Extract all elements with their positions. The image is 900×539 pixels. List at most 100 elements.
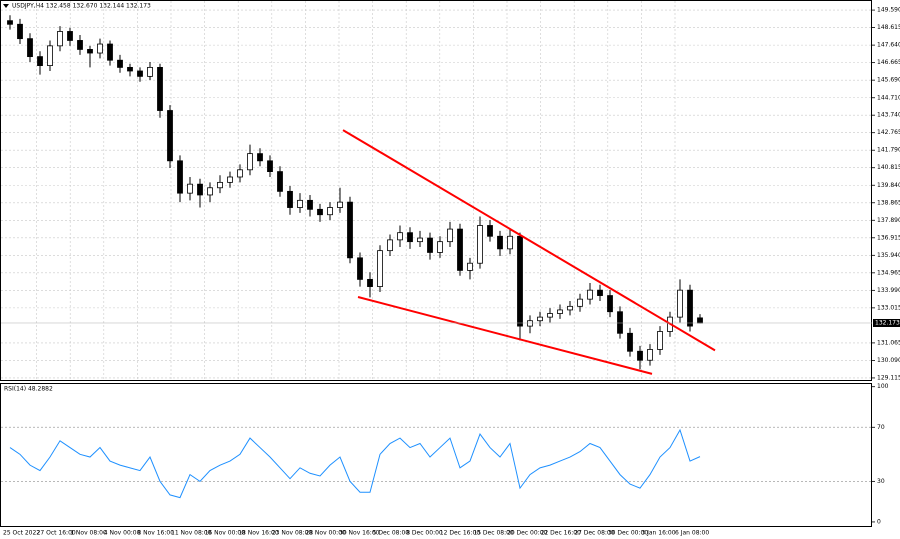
x-tick-label: 23 Nov 08:00 bbox=[272, 530, 313, 537]
x-tick-label: 20 Dec 00:00 bbox=[507, 530, 548, 537]
candle-body bbox=[207, 187, 213, 196]
candle-body bbox=[467, 262, 473, 271]
candle-body bbox=[277, 171, 283, 192]
rsi-title: RSI(14) 48.2882 bbox=[4, 386, 53, 393]
candle-body bbox=[177, 160, 183, 194]
x-tick-label: 6 Jan 08:00 bbox=[675, 530, 709, 537]
candle-body bbox=[267, 160, 273, 172]
y-tick-label: 144.710 bbox=[877, 94, 900, 101]
candle-body bbox=[607, 295, 613, 313]
candle-body bbox=[337, 201, 343, 208]
candle-body bbox=[287, 190, 293, 208]
candle-body bbox=[387, 239, 393, 252]
candle-body bbox=[167, 110, 173, 162]
y-tick-label: 130.090 bbox=[877, 357, 900, 364]
last-price-label: 132.173 bbox=[875, 319, 900, 326]
x-tick-label: 30 Dec 00:00 bbox=[608, 530, 649, 537]
x-tick-label: 27 Oct 16:00 bbox=[37, 530, 76, 537]
candle-body bbox=[597, 289, 603, 296]
y-tick-label: 138.865 bbox=[877, 199, 900, 206]
y-tick-label: 134.965 bbox=[877, 269, 900, 276]
candle-body bbox=[527, 320, 533, 327]
candle-body bbox=[557, 309, 563, 314]
candle-body bbox=[427, 237, 433, 253]
y-tick-label: 129.115 bbox=[877, 374, 900, 381]
candle-body bbox=[577, 298, 583, 307]
candle-body bbox=[517, 235, 523, 327]
candle-body bbox=[507, 235, 513, 250]
x-tick-label: 30 Nov 16:00 bbox=[339, 530, 380, 537]
x-tick-label: 11 Nov 08:00 bbox=[171, 530, 212, 537]
candle-body bbox=[547, 313, 553, 318]
candle-body bbox=[97, 43, 103, 54]
candle-body bbox=[327, 207, 333, 216]
x-tick-label: 8 Dec 00:00 bbox=[406, 530, 443, 537]
y-tick-label: 141.790 bbox=[877, 147, 900, 154]
y-tick-label: 136.915 bbox=[877, 234, 900, 241]
candle-body bbox=[217, 181, 223, 189]
title-arrow bbox=[3, 4, 9, 8]
candle-body bbox=[487, 225, 493, 237]
candle-body bbox=[377, 250, 383, 287]
trendline bbox=[342, 129, 716, 352]
candle-body bbox=[627, 332, 633, 352]
candle-body bbox=[257, 153, 263, 162]
candle-body bbox=[697, 317, 703, 324]
candle-body bbox=[357, 257, 363, 280]
candle-body bbox=[407, 232, 413, 243]
candle-body bbox=[247, 153, 253, 171]
y-tick-label: 142.765 bbox=[877, 129, 900, 136]
candle-body bbox=[7, 20, 13, 25]
candle-body bbox=[147, 66, 153, 77]
y-tick-label: 139.840 bbox=[877, 182, 900, 189]
candle-body bbox=[87, 49, 93, 54]
x-tick-label: 5 Dec 08:00 bbox=[373, 530, 410, 537]
candle-body bbox=[647, 349, 653, 361]
candle-body bbox=[397, 232, 403, 241]
y-tick-label: 148.615 bbox=[877, 24, 900, 31]
candle-body bbox=[57, 31, 63, 47]
x-tick-label: 12 Dec 16:00 bbox=[440, 530, 481, 537]
candle-body bbox=[637, 350, 643, 361]
candle-body bbox=[117, 59, 123, 68]
x-tick-label: 15 Dec 08:00 bbox=[473, 530, 514, 537]
candle-body bbox=[367, 278, 373, 287]
candle-body bbox=[347, 201, 353, 259]
rsi-panel bbox=[0, 383, 872, 527]
y-tick-label: 137.890 bbox=[877, 217, 900, 224]
x-tick-label: 28 Nov 00:00 bbox=[305, 530, 346, 537]
x-tick-label: 27 Dec 08:00 bbox=[574, 530, 615, 537]
y-tick-label: 143.740 bbox=[877, 112, 900, 119]
rsi-line bbox=[9, 428, 701, 499]
candle-body bbox=[37, 56, 43, 66]
x-tick-label: 18 Nov 16:00 bbox=[238, 530, 279, 537]
y-tick-label: 146.665 bbox=[877, 59, 900, 66]
candle-body bbox=[537, 316, 543, 322]
y-tick-label: 147.640 bbox=[877, 42, 900, 49]
rsi-y-tick-label: 100 bbox=[877, 383, 889, 390]
rsi-y-tick-label: 0 bbox=[877, 518, 881, 525]
x-tick-label: 22 Dec 16:00 bbox=[541, 530, 582, 537]
candle-body bbox=[77, 40, 83, 50]
candle-body bbox=[437, 241, 443, 253]
candle-body bbox=[237, 169, 243, 178]
candle-body bbox=[677, 289, 683, 318]
candle-body bbox=[17, 23, 23, 40]
candle-body bbox=[27, 38, 33, 58]
x-tick-label: 25 Oct 2022 bbox=[3, 530, 40, 537]
chart-title: USDJPY,H4 132.458 132.670 132.144 132.17… bbox=[12, 3, 151, 10]
candle-body bbox=[227, 176, 233, 183]
candle-body bbox=[67, 31, 73, 41]
candle-body bbox=[307, 199, 313, 210]
candle-body bbox=[497, 235, 503, 250]
candle-body bbox=[617, 311, 623, 334]
candle-body bbox=[457, 228, 463, 271]
candle-body bbox=[47, 45, 53, 66]
y-tick-label: 133.990 bbox=[877, 287, 900, 294]
candle-body bbox=[567, 305, 573, 311]
candle-body bbox=[157, 66, 163, 111]
candle-body bbox=[417, 237, 423, 243]
x-tick-label: 8 Nov 16:00 bbox=[137, 530, 174, 537]
candle-body bbox=[687, 289, 693, 327]
